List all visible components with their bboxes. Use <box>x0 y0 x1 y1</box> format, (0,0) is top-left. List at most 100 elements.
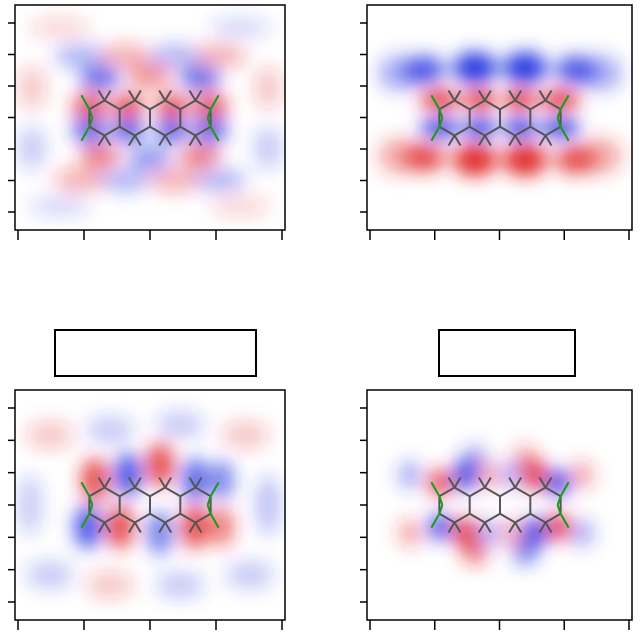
hydrogen-bond <box>209 513 220 529</box>
positive-lobe <box>378 138 422 174</box>
carbon-bond <box>529 486 546 498</box>
positive-lobe <box>570 461 594 489</box>
positive-lobe <box>221 421 269 449</box>
carbon-bond <box>454 99 471 111</box>
ch-bond <box>97 476 106 489</box>
hydrogen-bond <box>438 108 444 119</box>
ch-bond <box>127 89 136 102</box>
negative-lobe <box>156 411 204 439</box>
carbon-bond <box>179 99 196 111</box>
carbon-bond <box>514 99 531 111</box>
ch-bond <box>538 521 547 534</box>
ch-bond <box>544 476 553 489</box>
positive-lobe <box>80 144 120 168</box>
positive-lobe <box>99 44 151 68</box>
ch-bond <box>508 134 517 147</box>
hydrogen-bond <box>209 94 220 110</box>
carbon-bond <box>484 125 501 137</box>
hydrogen-bond <box>88 504 94 515</box>
hydrogen-bond <box>209 481 220 497</box>
hydrogen-bond <box>430 513 441 529</box>
carbon-bond <box>484 99 501 111</box>
label-box-bottom-right <box>438 329 576 377</box>
density-map <box>398 445 594 565</box>
negative-lobe <box>398 461 422 489</box>
positive-lobe <box>112 94 144 118</box>
carbon-bond <box>164 486 181 498</box>
carbon-bond <box>164 99 181 111</box>
carbon-bond <box>88 486 106 498</box>
carbon-bond <box>194 99 212 111</box>
ch-bond <box>127 134 136 147</box>
carbon-bond <box>514 512 531 524</box>
positive-lobe <box>18 66 46 110</box>
ch-bond <box>164 476 173 489</box>
ch-bond <box>188 134 197 147</box>
carbon-bond <box>149 99 166 111</box>
negative-lobe <box>74 505 102 549</box>
ch-bond <box>447 476 456 489</box>
ch-bond <box>188 89 197 102</box>
hydrogen-bond <box>430 481 441 497</box>
carbon-bond <box>119 125 136 137</box>
positive-lobe <box>453 517 477 549</box>
hydrogen-bond <box>80 94 91 110</box>
positive-lobe <box>546 513 570 541</box>
positive-lobe <box>81 458 109 502</box>
positive-lobe <box>181 505 209 549</box>
positive-lobe <box>428 469 452 497</box>
positive-lobe <box>26 421 74 449</box>
negative-lobe <box>54 44 106 68</box>
panel-top-right <box>352 0 640 250</box>
panel-bottom-right <box>352 385 640 640</box>
panel-bottom-left-svg <box>8 389 286 630</box>
ch-bond <box>447 134 456 147</box>
positive-lobe <box>30 18 90 38</box>
ch-bond <box>483 89 492 102</box>
positive-lobe <box>149 168 201 192</box>
ch-bond <box>127 476 136 489</box>
hydrogen-bond <box>80 481 91 497</box>
negative-lobe <box>181 458 209 502</box>
ch-bond <box>483 476 492 489</box>
axis-ticks <box>360 407 630 630</box>
positive-lobe <box>146 443 174 487</box>
negative-lobe <box>192 116 228 144</box>
ch-bond <box>544 521 553 534</box>
carbon-bond <box>454 125 471 137</box>
negative-lobe <box>210 18 270 38</box>
carbon-bond <box>164 512 181 524</box>
carbon-bond <box>469 125 486 137</box>
positive-lobe <box>86 571 134 599</box>
ch-bond <box>477 134 486 147</box>
negative-lobe <box>546 469 570 497</box>
positive-lobe <box>578 138 622 174</box>
carbon-bond <box>438 99 456 111</box>
carbon-bond <box>469 486 486 498</box>
ch-bond <box>133 521 142 534</box>
ch-bond <box>194 476 203 489</box>
ch-bond <box>133 89 142 102</box>
axis-ticks <box>8 407 283 630</box>
hydrogen-bond <box>209 126 220 142</box>
carbon-bond <box>469 99 486 111</box>
carbon-bond <box>499 512 516 524</box>
hydrogen-bond <box>88 108 94 119</box>
positive-lobe <box>398 519 422 547</box>
carbon-bond <box>438 125 456 137</box>
hydrogen-bond <box>88 495 94 506</box>
carbon-bond <box>529 125 546 137</box>
ch-bond <box>158 521 167 534</box>
carbon-bond <box>119 512 136 524</box>
ch-bond <box>188 521 197 534</box>
negative-lobe <box>156 118 188 142</box>
positive-lobe <box>463 541 487 565</box>
carbon-bond <box>484 486 501 498</box>
positive-lobe <box>420 90 460 110</box>
hydrogen-bond <box>206 117 212 128</box>
negative-lobe <box>503 52 547 84</box>
hydrogen-bond <box>80 513 91 529</box>
ch-bond <box>544 134 553 147</box>
density-map <box>18 411 280 599</box>
positive-lobe <box>106 505 134 549</box>
